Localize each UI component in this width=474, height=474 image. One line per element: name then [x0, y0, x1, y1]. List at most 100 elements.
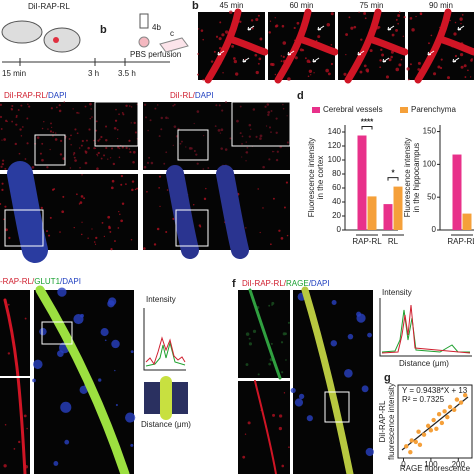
cell: [248, 342, 253, 346]
cell: [39, 152, 42, 155]
cell: [111, 339, 120, 349]
cell: [282, 103, 284, 106]
brain-spot: [53, 37, 59, 43]
cell: [286, 141, 289, 144]
point: [425, 423, 431, 429]
point: [404, 444, 409, 449]
cell: [84, 161, 88, 165]
cell: [130, 122, 132, 124]
bar: [383, 204, 393, 230]
cell: [79, 385, 88, 395]
cell: [165, 151, 168, 154]
mouse: [1, 20, 43, 44]
arrow: [387, 25, 395, 31]
cell: [220, 147, 223, 150]
x-tick-label: 0: [401, 460, 406, 469]
cell: [114, 119, 118, 122]
cell: [4, 205, 7, 208]
cell: [165, 116, 168, 119]
cell: [278, 426, 283, 431]
significance-bracket: [387, 177, 399, 181]
cell: [98, 378, 102, 382]
cell: [294, 56, 298, 60]
point: [451, 407, 457, 413]
inset-box: [175, 209, 209, 247]
cell: [50, 122, 52, 125]
cell: [231, 44, 235, 48]
cell: [406, 67, 410, 71]
cell: [229, 137, 232, 140]
cell: [121, 146, 124, 149]
cell: [91, 116, 93, 118]
y-axis-label: DiI-RAP-RL: [378, 400, 387, 442]
cell: [345, 33, 349, 36]
cell: [267, 110, 271, 114]
cell: [266, 103, 270, 106]
panel-label: b: [100, 24, 107, 36]
cell: [7, 352, 11, 355]
cell: [366, 70, 369, 73]
vessel: [204, 8, 242, 84]
cell: [285, 181, 289, 184]
cell: [344, 368, 353, 378]
cell: [97, 155, 99, 157]
cell: [221, 33, 225, 37]
cell: [247, 421, 251, 425]
cell: [254, 53, 258, 57]
cell: [188, 147, 192, 150]
cell: [80, 233, 83, 236]
cell: [23, 414, 27, 418]
point: [409, 438, 414, 443]
cell: [3, 464, 7, 468]
cell: [31, 165, 35, 169]
cell: [68, 138, 71, 140]
cell: [248, 337, 251, 340]
y-tick-label: 60: [332, 183, 341, 192]
inset-box: [231, 101, 291, 147]
cell: [0, 165, 3, 168]
cell: [131, 180, 135, 183]
cell: [454, 21, 457, 24]
cell: [166, 189, 169, 191]
cell: [213, 50, 216, 53]
vessel: [299, 36, 339, 56]
cell: [241, 135, 244, 138]
arrow: [452, 57, 460, 63]
cell: [248, 123, 252, 127]
legend-label: Parenchyma: [411, 105, 456, 114]
cell: [415, 15, 417, 18]
strip-divider: [0, 376, 30, 378]
cell: [73, 152, 76, 155]
inset-box: [177, 129, 209, 161]
cell: [287, 77, 291, 81]
cell: [398, 11, 401, 13]
x-tick-label: 100: [424, 460, 438, 469]
panel-label: c: [170, 29, 174, 38]
cell: [58, 104, 61, 107]
cell: [449, 19, 451, 22]
cell: [20, 135, 23, 137]
cell: [270, 110, 273, 112]
arrow: [317, 25, 325, 31]
cell: [143, 247, 146, 250]
cell: [51, 126, 53, 129]
cell: [272, 413, 276, 417]
cell: [156, 227, 160, 231]
cell: [78, 203, 81, 205]
cell: [461, 14, 464, 16]
cell: [202, 38, 204, 41]
dish: [138, 36, 150, 48]
point: [447, 404, 453, 410]
y-axis-label: fluorescence intensity: [387, 383, 396, 460]
stain-label-part: RAGE: [286, 279, 309, 288]
cell: [130, 443, 134, 447]
x-axis-label: Distance (μm): [141, 420, 191, 429]
cell: [133, 121, 136, 125]
cell: [33, 359, 43, 370]
bar: [393, 186, 403, 230]
point: [436, 412, 442, 417]
cell: [358, 11, 360, 13]
axes: [379, 298, 472, 357]
cell: [409, 63, 412, 66]
